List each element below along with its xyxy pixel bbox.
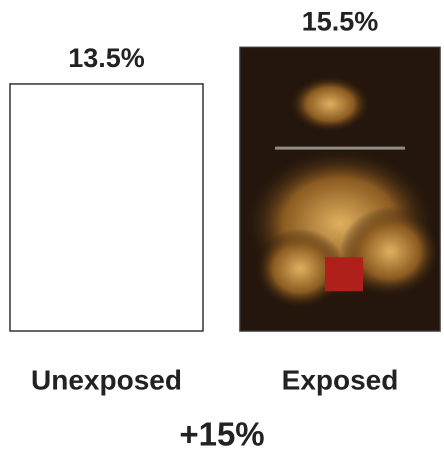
x-tick-label: Exposed [282, 364, 399, 395]
ad-caption [275, 146, 405, 150]
ad-logo [325, 257, 363, 292]
ad-image [340, 206, 440, 297]
value-label: 13.5% [68, 43, 145, 73]
x-tick-label: Unexposed [31, 364, 182, 395]
ad-image [255, 228, 345, 309]
annotation: +15% [179, 416, 264, 453]
ad-image [290, 76, 370, 133]
bar [9, 83, 204, 332]
value-label: 15.5% [302, 6, 379, 36]
